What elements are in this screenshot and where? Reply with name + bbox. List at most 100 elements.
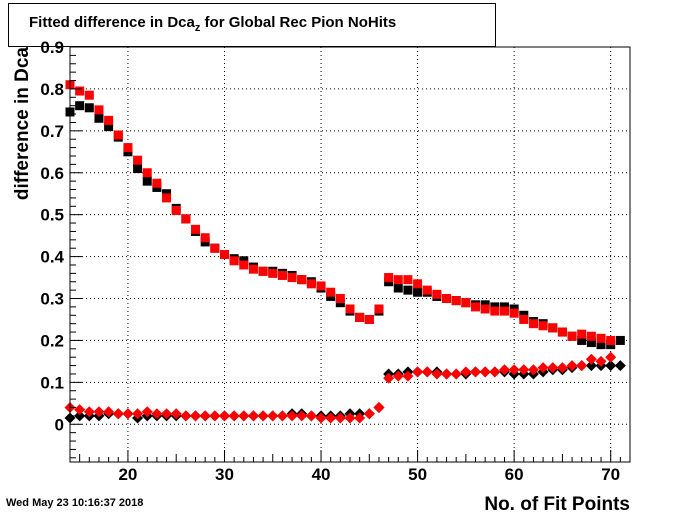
- chart-title-rest: for Global Rec Pion NoHits: [200, 14, 397, 31]
- data-point: [123, 143, 133, 153]
- data-point: [498, 364, 510, 376]
- data-point: [527, 364, 539, 376]
- data-point: [162, 193, 172, 203]
- data-point: [421, 366, 433, 378]
- x-tick-label: 60: [505, 465, 524, 484]
- data-point: [577, 335, 587, 345]
- data-point: [432, 289, 442, 299]
- data-point: [605, 360, 617, 372]
- x-tick-label: 50: [408, 465, 427, 484]
- data-point: [267, 410, 279, 422]
- data-point: [577, 329, 587, 339]
- y-tick-label: 0.6: [40, 164, 64, 183]
- data-point: [257, 410, 269, 422]
- x-tick-label: 20: [118, 465, 137, 484]
- data-point: [161, 408, 173, 420]
- data-point: [509, 308, 519, 318]
- series-1: [65, 80, 616, 345]
- data-point: [133, 155, 143, 165]
- data-point: [104, 122, 114, 132]
- data-point: [383, 372, 395, 384]
- data-point: [180, 410, 192, 422]
- data-point: [83, 406, 95, 418]
- data-point: [441, 368, 453, 380]
- y-tick-label: 0.5: [40, 206, 64, 225]
- marks-layer: [64, 80, 626, 424]
- data-point: [345, 304, 355, 314]
- data-point: [519, 314, 529, 324]
- data-point: [171, 205, 181, 215]
- data-point: [75, 86, 85, 96]
- data-point: [479, 366, 491, 378]
- data-point: [528, 319, 538, 329]
- data-point: [480, 304, 490, 314]
- x-tick-label: 40: [312, 465, 331, 484]
- series-3: [64, 351, 617, 424]
- data-point: [238, 410, 250, 422]
- data-point: [373, 402, 385, 414]
- data-point: [585, 360, 597, 372]
- data-point: [413, 287, 423, 297]
- data-point: [218, 410, 230, 422]
- data-point: [450, 368, 462, 380]
- data-point: [286, 410, 298, 422]
- title-box: Fitted difference in Dcaz for Global Rec…: [8, 3, 496, 47]
- data-point: [605, 351, 617, 363]
- ticks-layer: 20 30 40 50 60 70 0 0.1 0.2 0.3 0.4 0.5 0.6 0.7 0.8 0.9: [40, 38, 631, 484]
- data-point: [209, 410, 221, 422]
- data-point: [392, 370, 404, 382]
- chart-title: Fitted difference in Dcaz for Global Rec…: [29, 14, 396, 34]
- data-point: [586, 338, 596, 348]
- data-point: [239, 260, 249, 270]
- data-point: [470, 366, 482, 378]
- data-point: [104, 115, 114, 125]
- series-0: [65, 101, 625, 350]
- data-point: [151, 408, 163, 420]
- timestamp: Wed May 23 10:16:37 2018: [6, 497, 144, 509]
- data-point: [93, 406, 105, 418]
- data-point: [403, 275, 413, 285]
- data-point: [248, 264, 258, 274]
- data-point: [258, 266, 268, 276]
- data-point: [152, 178, 162, 188]
- data-point: [326, 287, 336, 297]
- grid-layer: [70, 46, 630, 462]
- data-point: [191, 224, 201, 234]
- y-tick-label: 0.3: [40, 290, 64, 309]
- data-point: [344, 412, 356, 424]
- data-point: [364, 314, 374, 324]
- data-point: [94, 113, 104, 123]
- data-point: [363, 408, 375, 420]
- y-tick-label: 0.7: [40, 122, 64, 141]
- y-tick-label: 0.8: [40, 80, 64, 99]
- data-point: [595, 355, 607, 367]
- data-point: [374, 304, 384, 314]
- data-point: [431, 368, 443, 380]
- data-point: [461, 298, 471, 308]
- data-point: [315, 412, 327, 424]
- data-point: [567, 331, 577, 341]
- data-point: [606, 335, 616, 345]
- data-point: [276, 410, 288, 422]
- y-tick-label: 0.2: [40, 331, 64, 350]
- data-point: [402, 370, 414, 382]
- data-point: [268, 268, 278, 278]
- data-point: [384, 273, 394, 283]
- data-point: [75, 101, 85, 111]
- data-point: [566, 360, 578, 372]
- data-point: [84, 103, 94, 113]
- data-point: [596, 333, 606, 343]
- data-point: [412, 366, 424, 378]
- data-point: [94, 105, 104, 115]
- data-point: [518, 364, 530, 376]
- data-point: [297, 275, 307, 285]
- data-point: [576, 360, 588, 372]
- data-point: [142, 168, 152, 178]
- data-point: [296, 410, 308, 422]
- data-point: [413, 279, 423, 289]
- data-point: [585, 353, 597, 365]
- y-tick-label: 0: [55, 415, 64, 434]
- data-point: [190, 410, 202, 422]
- data-point: [537, 362, 549, 374]
- data-point: [538, 321, 548, 331]
